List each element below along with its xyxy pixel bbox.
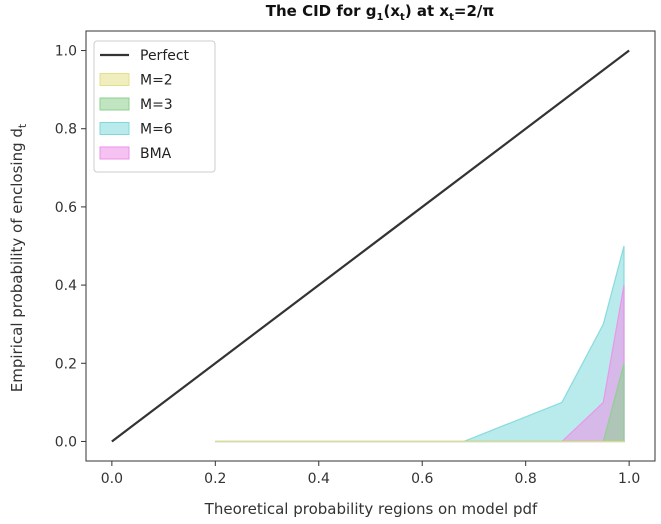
y-axis-ticks: 0.0 0.2 0.4 0.6 0.8 1.0: [55, 44, 86, 450]
legend-label-m-6: M=6: [140, 122, 173, 138]
y-axis-label-text: Empirical probability of enclosing d: [8, 128, 26, 392]
plot-frame: [85, 30, 656, 462]
x-tick-label: 0.4: [308, 471, 330, 487]
x-tick-label: 0.0: [101, 471, 123, 487]
perfect-line-group: [111, 49, 630, 443]
y-tick-label: 0.0: [55, 434, 77, 450]
x-tick-label: 0.2: [204, 471, 226, 487]
perfect-line: [111, 49, 630, 443]
legend: Perfect M=2 M=3 M=6 BMA: [93, 40, 216, 173]
x-tick-label: 0.8: [515, 471, 537, 487]
title-sub-3: t: [449, 12, 454, 23]
y-tick-label: 0.8: [55, 122, 77, 138]
y-axis-label: Empirical probability of enclosing dt: [8, 123, 29, 392]
title-sub-2: t: [400, 12, 405, 23]
y-tick-label: 0.4: [55, 278, 77, 294]
legend-swatch-m-2: [99, 73, 130, 86]
legend-swatch-m-6: [99, 122, 130, 135]
legend-label-perfect: Perfect: [140, 48, 190, 64]
y-axis-label-sub: t: [16, 123, 29, 128]
series-areas: [215, 245, 625, 443]
title-suffix: =2/π: [454, 2, 494, 20]
y-tick-label: 0.6: [55, 200, 77, 216]
title-sub-1: 1: [377, 12, 384, 23]
legend-swatch-m-3: [99, 97, 130, 111]
legend-label-m-2: M=2: [140, 73, 173, 89]
area-m-6: [215, 245, 625, 443]
x-tick-label: 0.6: [411, 471, 433, 487]
legend-label-bma: BMA: [140, 146, 172, 162]
legend-label-m-3: M=3: [140, 97, 173, 113]
plot-area: 0.0 0.2 0.4 0.6 0.8 1.0 0.0 0.2 0.4 0.6 0.8 1.0: [55, 30, 656, 487]
x-axis-ticks: 0.0 0.2 0.4 0.6 0.8 1.0: [101, 461, 640, 487]
x-tick-label: 1.0: [618, 471, 640, 487]
y-tick-label: 0.2: [55, 356, 77, 372]
x-axis-label: Theoretical probability regions on model…: [204, 500, 538, 518]
title-mid-1: (x: [384, 2, 401, 20]
legend-swatch-bma: [99, 146, 130, 160]
title-prefix: The CID for g: [266, 2, 377, 20]
chart-title: The CID for g1(xt) at xt=2/π: [266, 2, 494, 23]
y-tick-label: 1.0: [55, 44, 77, 60]
title-mid-2: ) at x: [405, 2, 450, 20]
